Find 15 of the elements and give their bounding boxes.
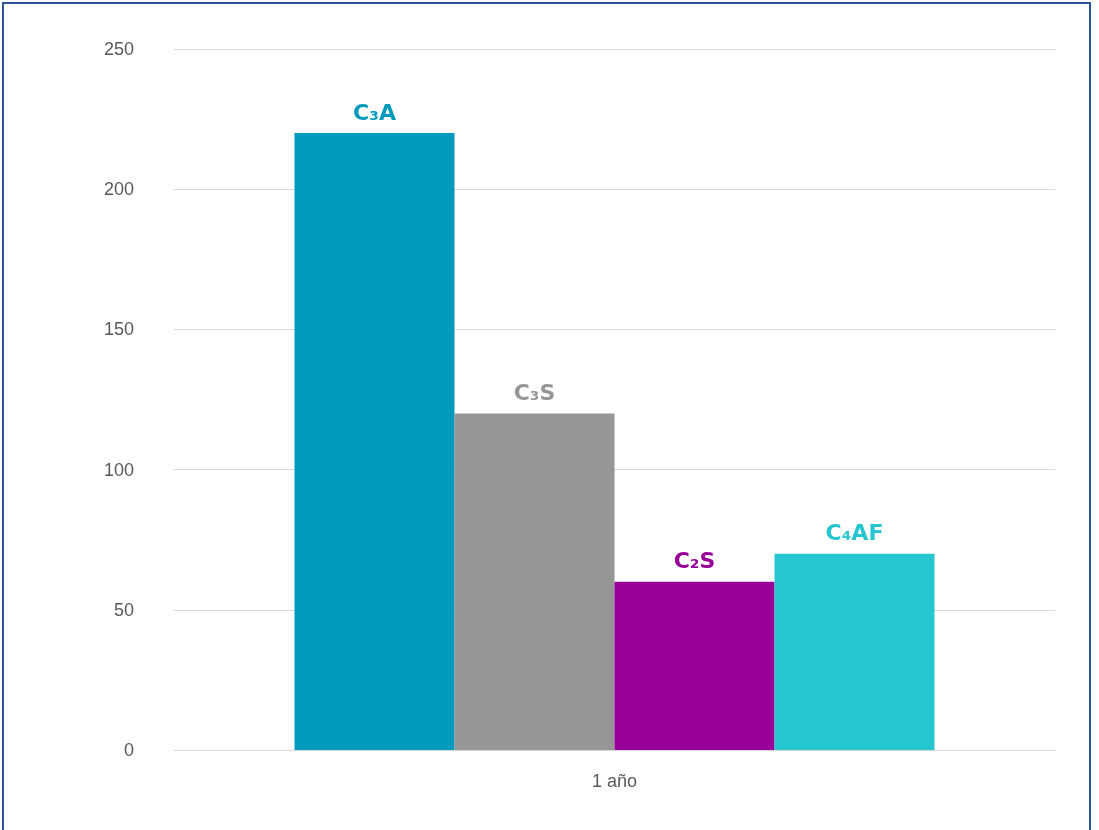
y-tick-label: 100: [103, 459, 134, 480]
bar: [774, 553, 935, 750]
x-tick-label: 1 año: [591, 771, 638, 791]
series-label: C₄AF: [825, 520, 884, 546]
series-label: C₃A: [353, 99, 396, 125]
y-tick-label: 250: [103, 39, 134, 59]
series-label: C₃S: [513, 380, 556, 406]
bar: [454, 413, 615, 750]
series-label: C₂S: [673, 548, 716, 574]
y-tick-label: 200: [103, 179, 134, 200]
y-tick-label: 150: [103, 319, 134, 340]
bar: [614, 581, 775, 750]
y-tick-label: 0: [123, 740, 134, 760]
bar: [294, 133, 455, 750]
y-tick-label: 50: [113, 599, 134, 620]
